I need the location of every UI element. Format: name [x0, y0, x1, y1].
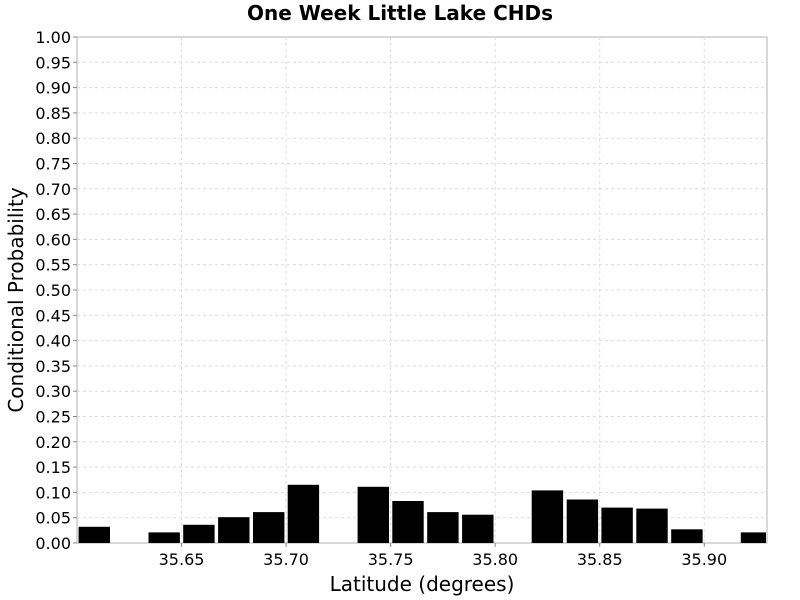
y-tick-label: 0.40 [35, 332, 71, 351]
y-tick-label: 0.10 [35, 483, 71, 502]
x-tick-label: 35.85 [577, 550, 623, 569]
plot-area [73, 36, 768, 547]
bar [740, 532, 766, 543]
y-tick-label: 0.35 [35, 357, 71, 376]
bar [531, 490, 564, 543]
y-tick-label: 0.90 [35, 79, 71, 98]
y-tick-label: 0.95 [35, 53, 71, 72]
y-tick-label: 0.65 [35, 205, 71, 224]
chart-title: One Week Little Lake CHDs [247, 1, 553, 25]
y-tick-label: 0.30 [35, 382, 71, 401]
bar [148, 532, 180, 543]
y-tick-label: 1.00 [35, 28, 71, 47]
bar [218, 517, 250, 543]
x-axis-tick-labels: 35.65 35.70 35.75 35.80 35.85 35.90 [159, 550, 728, 569]
bar [427, 512, 459, 543]
ticks [73, 36, 705, 547]
x-tick-label: 35.70 [263, 550, 309, 569]
x-tick-label: 35.80 [472, 550, 518, 569]
y-tick-label: 0.05 [35, 509, 71, 528]
bar [287, 484, 320, 543]
y-axis-label: Conditional Probability [4, 187, 28, 412]
x-tick-label: 35.90 [681, 550, 727, 569]
x-axis-label: Latitude (degrees) [330, 572, 515, 596]
bar [566, 499, 599, 543]
bar [392, 501, 424, 543]
bars [78, 484, 766, 543]
bar [357, 486, 389, 543]
bar [253, 512, 285, 543]
bar [78, 526, 110, 543]
y-tick-label: 0.80 [35, 129, 71, 148]
y-tick-label: 0.75 [35, 155, 71, 174]
y-tick-label: 0.20 [35, 433, 71, 452]
y-tick-label: 0.45 [35, 306, 71, 325]
y-tick-label: 0.25 [35, 408, 71, 427]
x-tick-label: 35.75 [368, 550, 414, 569]
bar [601, 507, 633, 543]
bar [636, 508, 668, 543]
y-tick-label: 0.15 [35, 458, 71, 477]
y-tick-label: 0.60 [35, 230, 71, 249]
bar [671, 529, 703, 543]
bar [462, 514, 494, 543]
bar [183, 524, 215, 543]
y-tick-label: 0.85 [35, 104, 71, 123]
y-tick-label: 0.00 [35, 534, 71, 553]
y-tick-label: 0.55 [35, 256, 71, 275]
grid [77, 37, 767, 543]
y-tick-label: 0.70 [35, 180, 71, 199]
x-tick-label: 35.65 [159, 550, 205, 569]
y-tick-label: 0.50 [35, 281, 71, 300]
y-axis-tick-labels: 0.00 0.05 0.10 0.15 0.20 0.25 0.30 0.35 0.40 0.45… [35, 28, 71, 553]
